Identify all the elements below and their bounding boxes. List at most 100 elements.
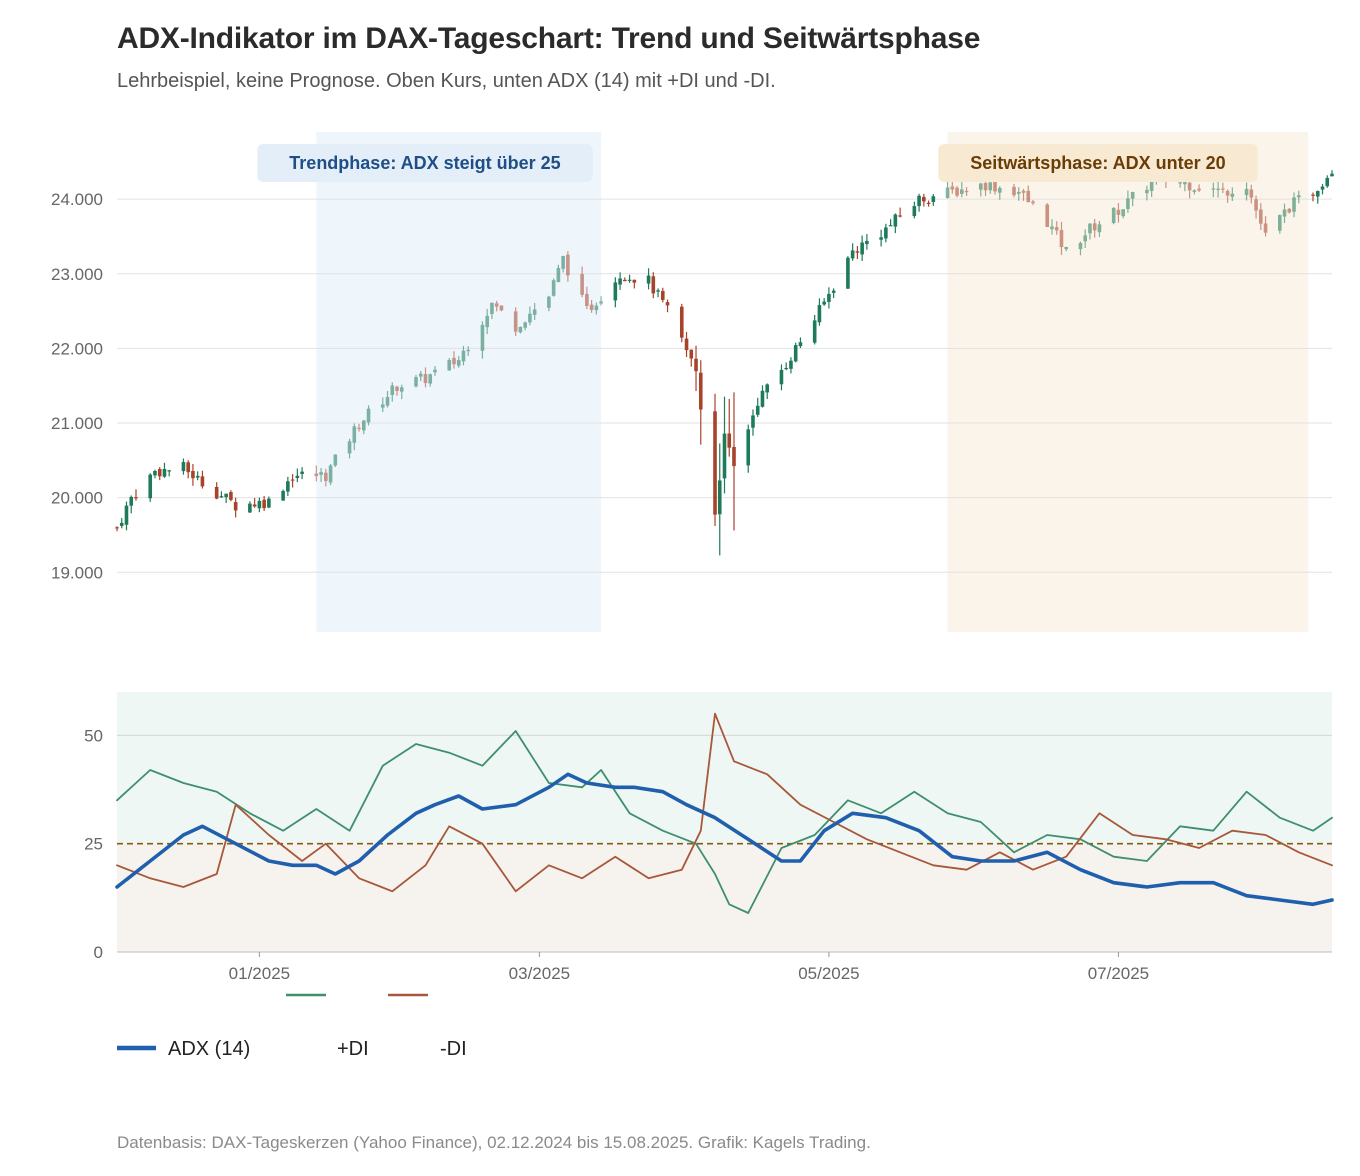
candle [917,193,921,212]
candle [855,246,860,260]
candle [248,501,252,513]
candle [1287,207,1292,214]
candle [594,302,599,315]
sideways-annotation-text: Seitwärtsphase: ADX unter 20 [970,153,1225,173]
candle [1211,182,1216,198]
candle-body [452,357,456,365]
candle-body [361,420,366,431]
candle-body [865,240,869,244]
candle [466,346,471,356]
candle-body [328,465,333,483]
candle [267,496,271,509]
candle [566,251,570,282]
candle-body [518,326,523,333]
candle [1259,203,1263,231]
candle [960,181,964,198]
candle [290,474,295,488]
candle-body [646,275,651,284]
candle-body [827,293,831,302]
candle [233,497,238,518]
candle-body [955,187,959,196]
candle-body [1277,215,1282,231]
candle-body [613,282,618,301]
candle-body [1149,179,1154,192]
candle [547,295,551,312]
candle-body [1187,182,1192,191]
candle [831,288,836,299]
candle-body [632,279,637,283]
candle-body [466,349,471,352]
candle-body [191,470,195,479]
candle [727,399,732,457]
candle [926,200,931,207]
candle-body [893,214,898,227]
candle [922,193,926,207]
candle-body [423,374,428,384]
candle [319,467,323,483]
candle-body [1230,193,1235,197]
candle-body [983,182,988,191]
candle [219,491,224,498]
candle-body [1078,242,1083,250]
candle-body [879,237,883,240]
candle [115,526,119,532]
candle-body [722,433,727,479]
candle [1230,187,1235,202]
candle-body [267,498,271,508]
candle [1088,222,1092,240]
candle-body [1083,235,1088,242]
candle [224,493,228,503]
candle-body [1330,173,1334,177]
candle-body [1012,186,1016,196]
candle [1116,203,1121,223]
candle [513,307,518,336]
candle [1311,192,1315,202]
candle [1054,221,1059,235]
candle-body [480,324,485,351]
candle-body [931,196,936,203]
candle [1320,184,1325,195]
candle-body [561,256,565,269]
candle-body [1054,227,1059,231]
candle [119,518,124,529]
candle-body [793,345,798,362]
candle-body [1315,191,1320,197]
candle-body [314,473,319,477]
candle [129,495,134,514]
candle [551,278,556,297]
candle-body [684,338,689,351]
candle-body [115,527,119,529]
candle-body [765,384,770,393]
candle-body [153,470,157,476]
candle [357,423,361,432]
trend-phase-zone [316,132,602,632]
candle [846,256,850,289]
candle-body [599,301,603,304]
candle [191,463,195,486]
candle [964,187,969,196]
x-tick-label: 07/2025 [1088,964,1149,983]
candle [528,306,532,326]
candle-body [485,315,489,328]
candle-body [347,441,352,454]
candle-body [1059,229,1064,248]
candle [162,462,167,478]
candle-body [1311,194,1315,196]
candle [523,321,527,331]
sideways-annotation-box [938,144,1258,182]
candle-body [262,499,266,509]
candle-body [727,433,732,448]
candle [214,482,219,500]
candle-body [248,503,252,513]
candle-body [732,447,736,467]
candle-body [1225,190,1230,196]
candle [627,274,632,283]
candle-body [850,250,855,259]
candle-body [186,462,190,473]
candle-body [1064,246,1069,250]
candle-body [656,290,660,292]
candle [893,213,898,234]
candle-body [490,302,494,315]
candle-body [428,374,433,384]
candle [480,321,485,359]
